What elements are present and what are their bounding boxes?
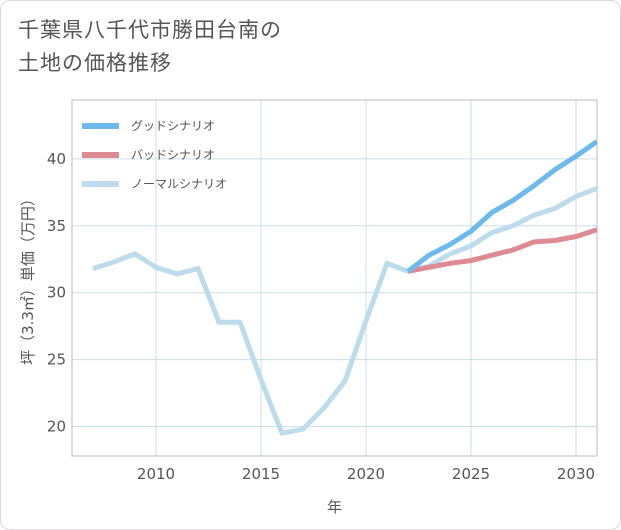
x-tick-label: 2030: [557, 465, 595, 483]
y-tick-label: 35: [47, 217, 66, 235]
x-tick-label: 2020: [347, 465, 385, 483]
y-tick-label: 30: [47, 284, 66, 302]
chart-title-line-2: 土地の価格推移: [18, 51, 172, 75]
x-tick-label: 2025: [452, 465, 490, 483]
y-axis-label: 坪（3.3㎡）単価（万円）: [19, 191, 37, 365]
grid: [72, 100, 597, 456]
legend-label-0: グッドシナリオ: [131, 119, 215, 133]
y-tick-label: 40: [47, 150, 66, 168]
legend-label-2: ノーマルシナリオ: [131, 177, 227, 191]
y-tick-label: 25: [47, 351, 66, 369]
y-axis: 20 25 30 35 40: [47, 150, 66, 436]
legend-label-1: バッドシナリオ: [131, 148, 215, 162]
x-tick-label: 2015: [242, 465, 280, 483]
x-tick-label: 2010: [137, 465, 175, 483]
chart-title-line-1: 千葉県八千代市勝田台南の: [18, 18, 282, 42]
series-line-0: [406, 139, 597, 274]
series-layer: [92, 139, 597, 436]
x-axis: 2010 2015 2020 2025 2030: [137, 465, 595, 483]
chart-title: 千葉県八千代市勝田台南の 土地の価格推移: [18, 14, 438, 80]
series-line-1: [407, 227, 597, 274]
plot-area: [71, 99, 598, 457]
y-tick-label: 20: [47, 418, 66, 436]
series-line-2: [92, 185, 597, 436]
x-axis-label: 年: [327, 498, 342, 516]
